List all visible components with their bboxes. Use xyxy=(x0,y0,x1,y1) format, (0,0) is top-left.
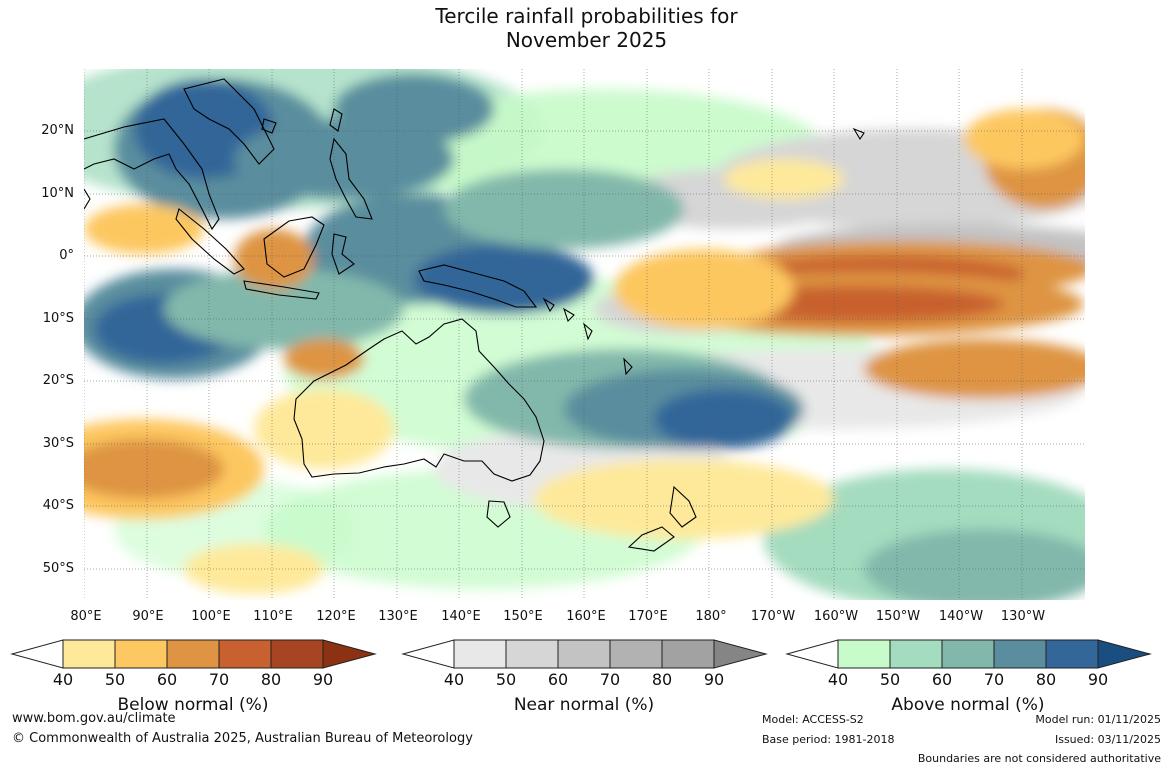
near-tick-80: 80 xyxy=(651,670,673,689)
near-tick-50: 50 xyxy=(495,670,517,689)
above-tick-50: 50 xyxy=(879,670,901,689)
below-cbar-bin-70-80 xyxy=(218,639,272,669)
below-tick-80: 80 xyxy=(260,670,282,689)
lon-label-120e: 120°E xyxy=(316,609,356,624)
australia-coastline xyxy=(293,318,545,482)
boundaries-disclaimer: Boundaries are not considered authoritat… xyxy=(917,752,1161,765)
above-normal-title: Above normal (%) xyxy=(891,695,1045,715)
copyright-text: © Commonwealth of Australia 2025, Austra… xyxy=(12,731,473,746)
below-tick-70: 70 xyxy=(208,670,230,689)
java-coastline xyxy=(243,280,320,300)
near-normal-colorbar xyxy=(401,639,768,669)
lon-label-140e: 140°E xyxy=(441,609,481,624)
title-line-2: November 2025 xyxy=(505,28,668,52)
lon-label-150w: 150°W xyxy=(875,609,921,624)
model-run-date: Model run: 01/11/2025 xyxy=(1035,713,1161,726)
lat-label-40s: 40°S xyxy=(42,498,74,513)
borneo-coastline xyxy=(263,216,325,278)
below-normal-colorbar xyxy=(10,639,377,669)
lon-label-140w: 140°W xyxy=(938,609,984,624)
sumatra-coastline xyxy=(175,208,245,275)
lon-label-160e: 160°E xyxy=(566,609,606,624)
tasmania-coastline xyxy=(486,500,511,528)
near-cbar-bin-40-50 xyxy=(453,639,507,669)
lon-label-90e: 90°E xyxy=(132,609,164,624)
lon-label-80e: 80°E xyxy=(70,609,102,624)
title-line-1: Tercile rainfall probabilities for xyxy=(435,4,738,28)
lat-label-10s: 10°S xyxy=(42,311,74,326)
near-tick-90: 90 xyxy=(703,670,725,689)
new-guinea-coastline xyxy=(418,264,538,308)
lat-label-equator: 0° xyxy=(59,248,74,263)
lon-label-170e: 170°E xyxy=(628,609,668,624)
above-tick-90: 90 xyxy=(1087,670,1109,689)
below-normal-title: Below normal (%) xyxy=(117,695,269,715)
below-cbar-bin-40-50 xyxy=(62,639,116,669)
below-cbar-extend-low xyxy=(10,639,64,669)
map-svg xyxy=(84,69,1085,600)
below-tick-90: 90 xyxy=(312,670,334,689)
near-cbar-bin-70-80 xyxy=(609,639,663,669)
website-link[interactable]: www.bom.gov.au/climate xyxy=(12,711,176,726)
above-tick-60: 60 xyxy=(931,670,953,689)
lon-label-180: 180° xyxy=(695,609,727,624)
near-cbar-bin-80-90 xyxy=(661,639,715,669)
near-tick-40: 40 xyxy=(443,670,465,689)
above-tick-70: 70 xyxy=(983,670,1005,689)
graticule xyxy=(84,69,1085,600)
below-cbar-bin-50-60 xyxy=(114,639,168,669)
above-cbar-extend-low xyxy=(785,639,839,669)
near-cbar-extend-high xyxy=(713,639,768,669)
below-cbar-bin-80-90 xyxy=(270,639,324,669)
lon-label-150e: 150°E xyxy=(503,609,543,624)
above-cbar-bin-60-70 xyxy=(941,639,995,669)
map-title: Tercile rainfall probabilities for Novem… xyxy=(0,4,1173,52)
above-cbar-bin-70-80 xyxy=(993,639,1047,669)
near-tick-70: 70 xyxy=(599,670,621,689)
probability-shading xyxy=(84,69,1085,600)
near-tick-60: 60 xyxy=(547,670,569,689)
above-tick-40: 40 xyxy=(827,670,849,689)
base-period: Base period: 1981-2018 xyxy=(762,733,895,746)
mainland-asia-coastline xyxy=(84,118,220,231)
below-tick-40: 40 xyxy=(52,670,74,689)
lon-label-130e: 130°E xyxy=(378,609,418,624)
near-cbar-extend-low xyxy=(401,639,455,669)
above-cbar-bin-80-90 xyxy=(1045,639,1099,669)
coastlines xyxy=(84,78,865,552)
issued-date: Issued: 03/11/2025 xyxy=(1054,733,1161,746)
model-name: Model: ACCESS-S2 xyxy=(762,713,864,726)
above-cbar-extend-high xyxy=(1097,639,1152,669)
below-tick-50: 50 xyxy=(104,670,126,689)
lon-label-160w: 160°W xyxy=(813,609,859,624)
new-zealand-coastline xyxy=(669,485,697,528)
near-cbar-bin-60-70 xyxy=(557,639,611,669)
lat-label-30s: 30°S xyxy=(42,436,74,451)
lon-label-110e: 110°E xyxy=(253,609,293,624)
lon-label-130w: 130°W xyxy=(1000,609,1046,624)
above-tick-80: 80 xyxy=(1035,670,1057,689)
above-cbar-bin-50-60 xyxy=(889,639,943,669)
above-cbar-bin-40-50 xyxy=(837,639,891,669)
below-cbar-extend-high xyxy=(322,639,377,669)
below-tick-60: 60 xyxy=(156,670,178,689)
philippines-coastline xyxy=(329,137,373,220)
probability-map xyxy=(84,69,1085,600)
lon-label-100e: 100°E xyxy=(191,609,231,624)
lon-label-170w: 170°W xyxy=(750,609,796,624)
lat-label-50s: 50°S xyxy=(42,561,74,576)
near-normal-title: Near normal (%) xyxy=(513,695,655,715)
above-normal-colorbar xyxy=(785,639,1152,669)
near-cbar-bin-50-60 xyxy=(505,639,559,669)
below-cbar-bin-60-70 xyxy=(166,639,220,669)
lat-label-20s: 20°S xyxy=(42,373,74,388)
lat-label-20n: 20°N xyxy=(41,123,74,138)
lat-label-10n: 10°N xyxy=(41,186,74,201)
